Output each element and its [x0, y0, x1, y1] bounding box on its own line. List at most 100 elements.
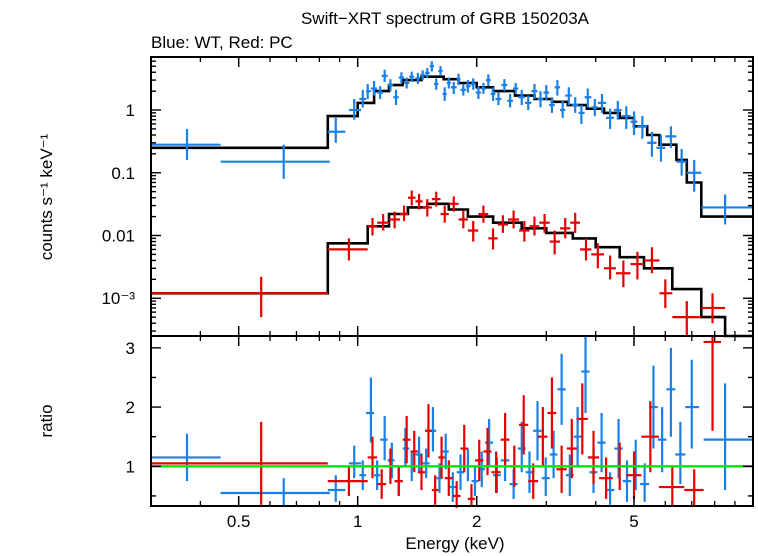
- spectrum-wt-point: [597, 94, 607, 113]
- spectrum-pc-point: [644, 247, 660, 274]
- spectrum-pc-point: [507, 210, 520, 229]
- spectrum-wt-point: [554, 80, 561, 96]
- ratio-pc-point: [452, 481, 461, 508]
- ratio-wt-point: [533, 401, 542, 461]
- spectrum-wt-point: [485, 74, 491, 87]
- spectrum-y-tick-label: 0.1: [111, 164, 135, 183]
- spectrum-pc-point: [407, 190, 416, 206]
- spectrum-wt-point: [531, 83, 538, 99]
- spectrum-wt-point: [475, 86, 481, 99]
- spectrum-wt-point: [470, 78, 476, 90]
- top-y-axis-label: counts s⁻¹ keV⁻¹: [37, 133, 56, 260]
- bottom-y-axis-label: ratio: [37, 404, 56, 437]
- ratio-pc-point: [151, 421, 328, 505]
- spectrum-wt-point: [512, 82, 519, 95]
- ratio-wt-point: [422, 448, 430, 479]
- spectrum-pc-point: [448, 196, 459, 212]
- ratio-wt-point: [525, 451, 534, 493]
- ratio-panel: 0.5 1 2 5 1 2 3: [126, 335, 754, 531]
- ratio-pc-point: [402, 415, 411, 464]
- ratio-pc-point: [528, 463, 539, 499]
- spectrum-pc-point: [367, 218, 378, 236]
- ratio-pc-point: [377, 469, 387, 499]
- x-tick-label: 0.5: [227, 512, 251, 531]
- spectrum-wt-point: [490, 87, 496, 101]
- spectrum-wt-point: [686, 159, 702, 192]
- ratio-wt-point: [456, 454, 465, 491]
- spectrum-pc-point: [415, 193, 423, 210]
- spectrum-wt-point: [366, 83, 371, 99]
- spectrum-wt-point: [438, 66, 443, 76]
- spectrum-wt-point: [701, 194, 753, 225]
- spectrum-wt-point: [425, 67, 430, 79]
- ratio-y-tick-label: 3: [126, 339, 135, 358]
- ratio-pc-point: [474, 439, 484, 482]
- ratio-pc-point: [500, 413, 510, 467]
- ratio-pc-point: [587, 430, 600, 485]
- spectrum-pc-point: [579, 238, 592, 261]
- ratio-wt-point: [557, 353, 566, 425]
- ratio-wt-point: [666, 347, 676, 437]
- spectrum-wt-point: [377, 86, 384, 99]
- model-line-pc: [151, 202, 753, 338]
- ratio-wt-point: [359, 460, 367, 491]
- spectrum-pc-point: [604, 255, 616, 280]
- model-line-wt: [151, 75, 753, 218]
- spectrum-wt-point: [676, 148, 687, 176]
- spectrum-wt-point: [456, 73, 461, 86]
- spectrum-pc-point: [539, 214, 550, 233]
- spectrum-wt-point: [543, 85, 550, 101]
- ratio-wt-point: [151, 433, 221, 482]
- ratio-y-tick-label: 2: [126, 398, 135, 417]
- spectrum-pc-point: [701, 293, 726, 324]
- spectrum-wt-point: [348, 98, 362, 120]
- spectrum-wt-point: [560, 100, 566, 118]
- spectrum-wt-point: [434, 78, 439, 90]
- spectrum-wt-point: [460, 83, 467, 96]
- spectrum-wt-point: [518, 89, 526, 106]
- spectrum-pc-point: [560, 218, 571, 239]
- spectrum-wt-point: [327, 117, 346, 143]
- spectrum-wt-point: [480, 82, 486, 95]
- ratio-wt-point: [429, 407, 437, 452]
- ratio-pc-point: [547, 377, 557, 449]
- ratio-pc-point: [327, 466, 368, 496]
- ratio-wt-point: [366, 377, 375, 443]
- spectrum-pc-point: [519, 221, 530, 242]
- ratio-wt-point: [380, 415, 388, 461]
- ratio-wt-point: [485, 418, 494, 467]
- ratio-wt-point: [614, 418, 623, 479]
- ratio-frame: [150, 335, 754, 507]
- spectrum-wt-point: [501, 79, 508, 92]
- ratio-pc-point: [538, 407, 548, 467]
- spectrum-wt-point: [404, 77, 410, 89]
- spectrum-wt-point: [630, 111, 638, 135]
- spectrum-pc-point: [672, 301, 702, 336]
- spectrum-y-tick-label: 10⁻³: [101, 289, 135, 308]
- spectrum-wt-point: [584, 88, 592, 108]
- ratio-pc-point: [703, 336, 722, 431]
- ratio-pc-point: [684, 469, 704, 506]
- spectrum-pc-point: [388, 211, 401, 229]
- ratio-wt-point: [448, 472, 457, 502]
- spectrum-wt-point: [525, 95, 532, 111]
- ratio-wt-point: [220, 478, 330, 506]
- spectrum-pc-point: [400, 205, 408, 222]
- ratio-wt-point: [541, 457, 550, 496]
- ratio-wt-point: [573, 407, 582, 467]
- spectrum-pc-point: [440, 205, 449, 223]
- spectrum-pc-point: [377, 214, 389, 231]
- spectrum-pc-point: [151, 276, 328, 318]
- ratio-wt-point: [374, 460, 381, 491]
- spectrum-wt-point: [420, 70, 426, 81]
- x-tick-label: 2: [472, 512, 481, 531]
- ratio-wt-point: [640, 463, 650, 502]
- ratio-wt-point: [685, 359, 699, 449]
- ratio-wt-point: [675, 421, 686, 485]
- ratio-pc-point: [641, 401, 659, 473]
- spectrum-y-tick-label: 1: [126, 101, 135, 120]
- spectrum-wt-point: [507, 94, 513, 108]
- spectrum-pc-point: [478, 205, 489, 223]
- spectrum-wt-point: [415, 72, 421, 84]
- spectrum-wt-point: [591, 98, 598, 117]
